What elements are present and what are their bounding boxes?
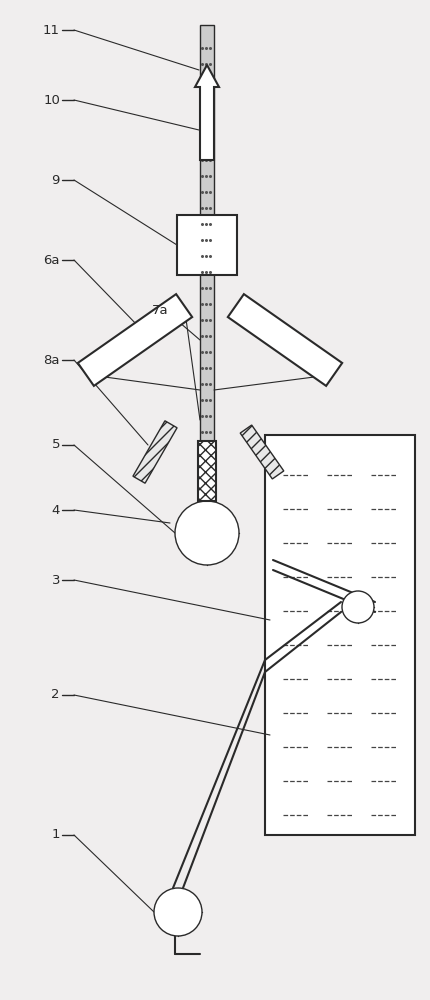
Bar [265,435,415,835]
Text: 10: 10 [43,94,60,106]
Circle shape [154,888,202,936]
Text: 9: 9 [52,174,60,186]
Polygon shape [240,425,284,479]
Circle shape [342,591,374,623]
Text: 4: 4 [52,504,60,516]
Text: 1: 1 [52,828,60,842]
Text: 5: 5 [52,438,60,452]
Bar [198,441,216,501]
Text: 7a: 7a [152,304,169,316]
Polygon shape [78,294,192,386]
Polygon shape [228,294,342,386]
Polygon shape [133,421,177,483]
Text: 2: 2 [52,688,60,702]
Text: 6a: 6a [43,253,60,266]
FancyArrow shape [195,65,219,160]
Text: 11: 11 [43,23,60,36]
Text: 3: 3 [52,574,60,586]
Circle shape [175,501,239,565]
Bar [200,25,214,501]
Text: 8a: 8a [43,354,60,366]
Bar [177,215,237,275]
